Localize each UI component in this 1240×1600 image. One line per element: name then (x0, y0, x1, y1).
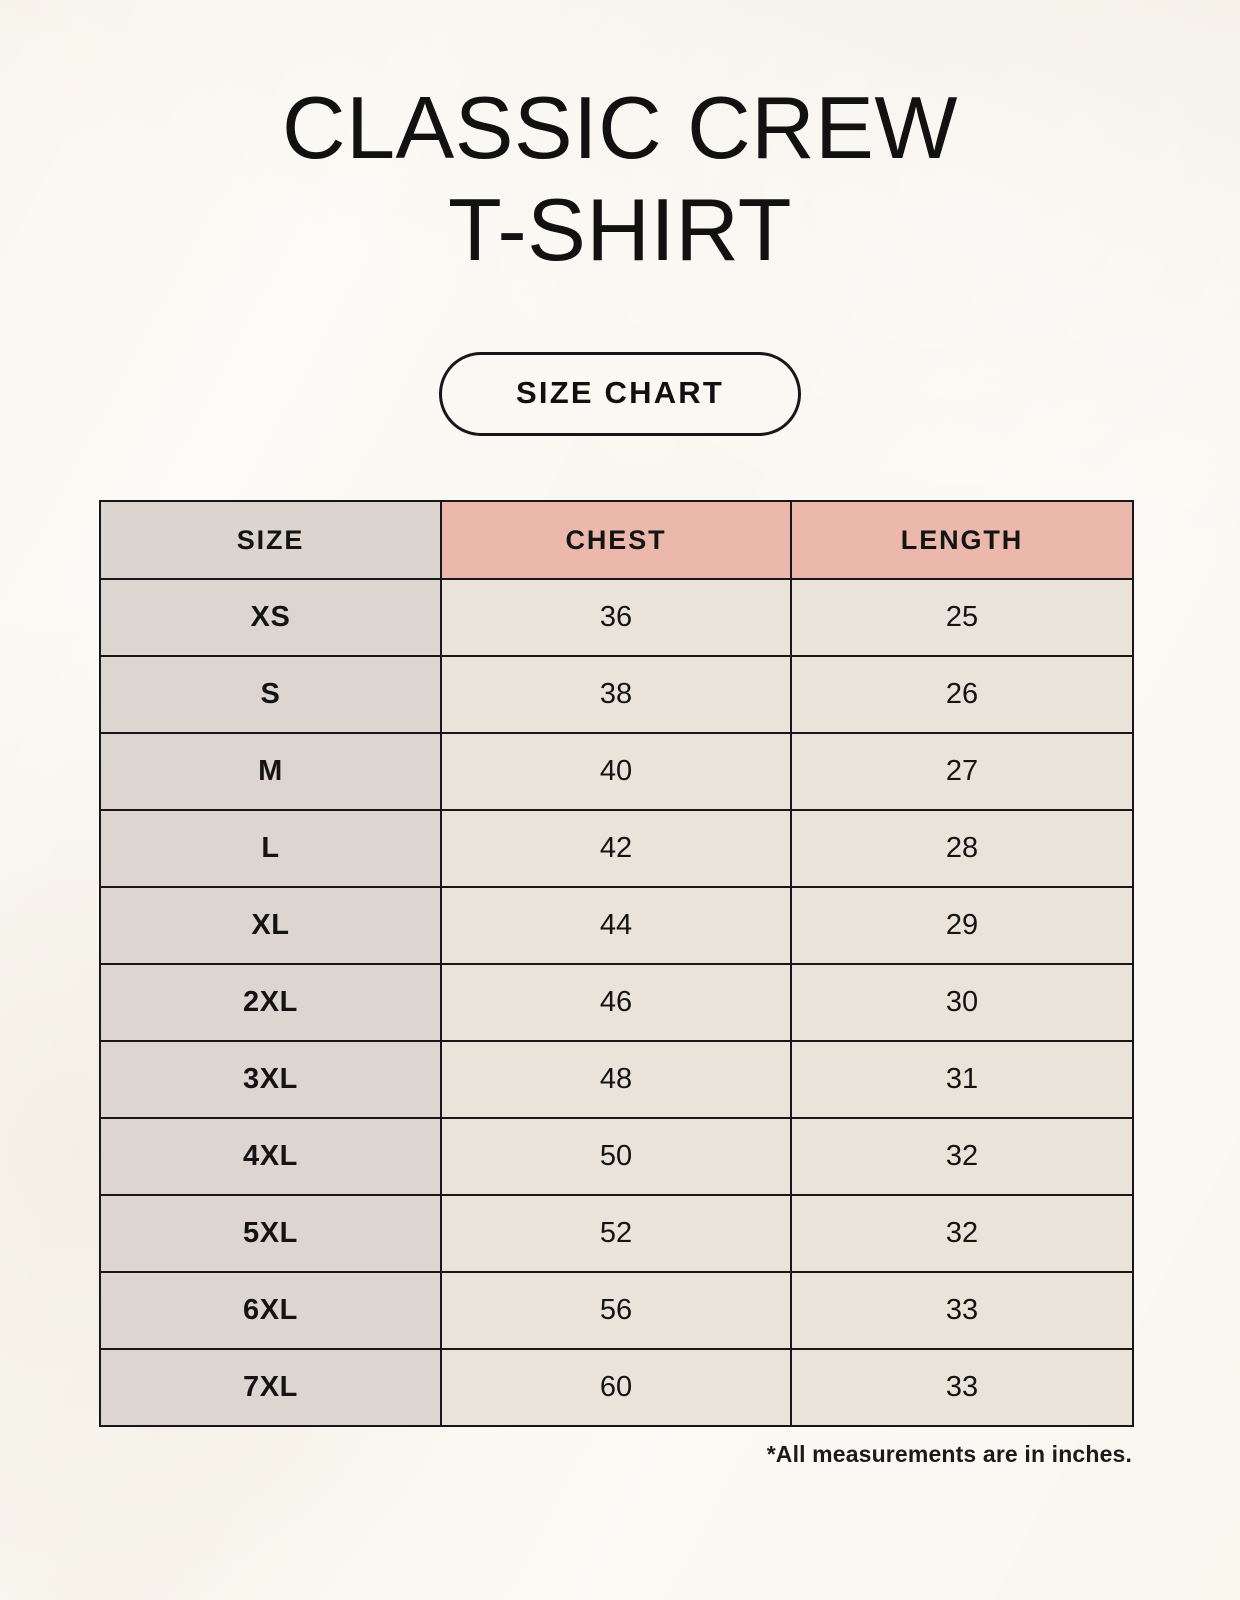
table-body: XS 36 25 S 38 26 M 40 27 L 42 28 XL 44 29 2XL 46 30 3XL 48 3… (99, 578, 1134, 1427)
cell-size: 5XL (99, 1194, 442, 1273)
size-chart-badge-container: SIZE CHART (0, 352, 1240, 436)
page-title-line-1: CLASSIC CREW (282, 78, 958, 177)
column-header-length: LENGTH (790, 500, 1134, 580)
cell-size: 3XL (99, 1040, 442, 1119)
cell-length: 31 (790, 1040, 1134, 1119)
table-row: 2XL 46 30 (99, 963, 1134, 1042)
cell-chest: 52 (440, 1194, 792, 1273)
table-header: SIZE CHEST LENGTH (99, 500, 1134, 580)
table-row: 7XL 60 33 (99, 1348, 1134, 1427)
measurement-footnote: *All measurements are in inches. (766, 1441, 1132, 1467)
cell-size: M (99, 732, 442, 811)
cell-chest: 38 (440, 655, 792, 734)
cell-chest: 50 (440, 1117, 792, 1196)
cell-chest: 42 (440, 809, 792, 888)
page-title-line-2: T-SHIRT (447, 180, 793, 279)
cell-length: 28 (790, 809, 1134, 888)
cell-size: 6XL (99, 1271, 442, 1350)
table-row: XS 36 25 (99, 578, 1134, 657)
table-row: 3XL 48 31 (99, 1040, 1134, 1119)
table-row: M 40 27 (99, 732, 1134, 811)
page-title: CLASSIC CREW T-SHIRT (0, 84, 1240, 274)
cell-chest: 36 (440, 578, 792, 657)
table-row: 4XL 50 32 (99, 1117, 1134, 1196)
cell-length: 32 (790, 1117, 1134, 1196)
cell-chest: 46 (440, 963, 792, 1042)
table-row: XL 44 29 (99, 886, 1134, 965)
cell-size: S (99, 655, 442, 734)
cell-size: XS (99, 578, 442, 657)
cell-size: 4XL (99, 1117, 442, 1196)
cell-size: L (99, 809, 442, 888)
cell-chest: 40 (440, 732, 792, 811)
cell-length: 33 (790, 1348, 1134, 1427)
size-chart-table: SIZE CHEST LENGTH XS 36 25 S 38 26 M 40 27 L 42 28 X… (99, 500, 1134, 1427)
cell-length: 33 (790, 1271, 1134, 1350)
table-row: 5XL 52 32 (99, 1194, 1134, 1273)
cell-length: 25 (790, 578, 1134, 657)
cell-size: 7XL (99, 1348, 442, 1427)
cell-length: 27 (790, 732, 1134, 811)
size-chart-table-container: SIZE CHEST LENGTH XS 36 25 S 38 26 M 40 27 L 42 28 X… (99, 500, 1134, 1427)
table-row: L 42 28 (99, 809, 1134, 888)
cell-size: 2XL (99, 963, 442, 1042)
table-row: 6XL 56 33 (99, 1271, 1134, 1350)
cell-length: 29 (790, 886, 1134, 965)
column-header-size: SIZE (99, 500, 442, 580)
cell-chest: 60 (440, 1348, 792, 1427)
cell-length: 26 (790, 655, 1134, 734)
size-chart-badge: SIZE CHART (439, 352, 801, 436)
cell-chest: 44 (440, 886, 792, 965)
table-header-row: SIZE CHEST LENGTH (99, 500, 1134, 580)
column-header-chest: CHEST (440, 500, 792, 580)
table-row: S 38 26 (99, 655, 1134, 734)
cell-chest: 56 (440, 1271, 792, 1350)
cell-length: 32 (790, 1194, 1134, 1273)
cell-chest: 48 (440, 1040, 792, 1119)
cell-length: 30 (790, 963, 1134, 1042)
cell-size: XL (99, 886, 442, 965)
